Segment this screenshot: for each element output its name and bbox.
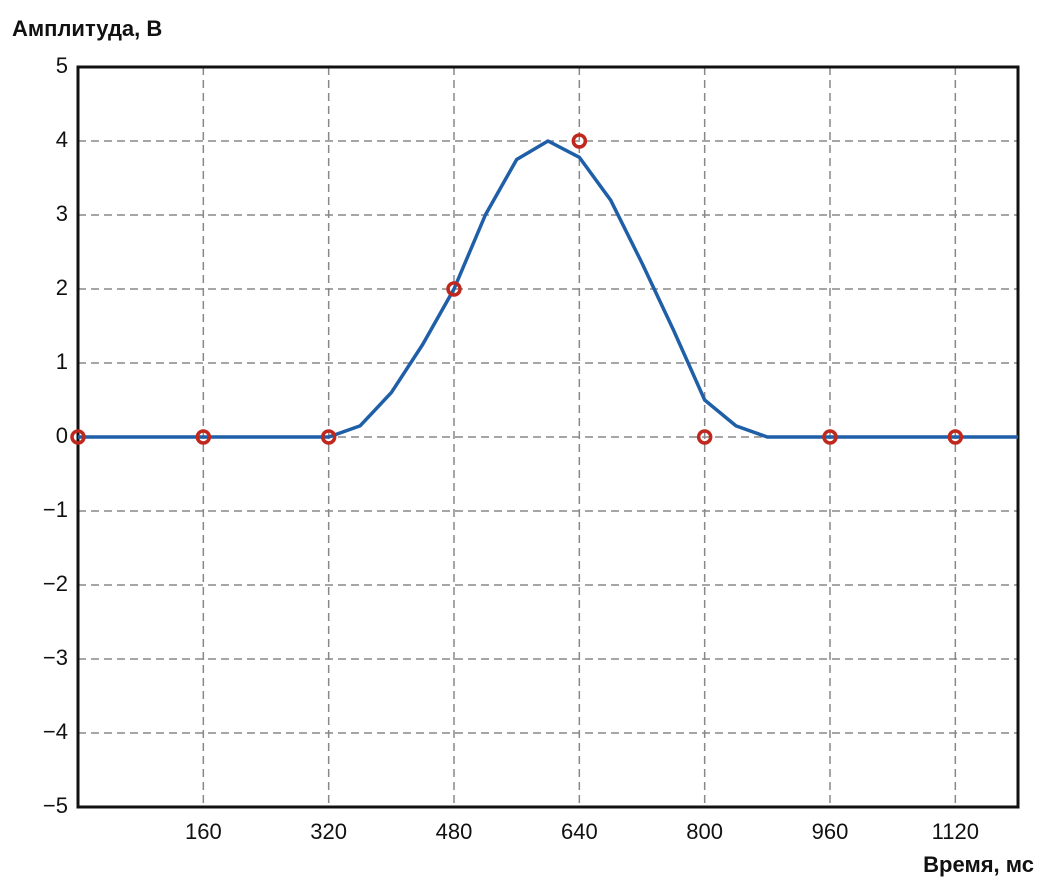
sample-marker — [696, 429, 713, 445]
sample-marker — [70, 429, 86, 445]
y-tick-label: −1 — [43, 497, 68, 522]
y-axis-title: Амплитуда, В — [12, 16, 162, 41]
y-tick-label: 0 — [56, 423, 68, 448]
x-tick-label: 640 — [561, 819, 598, 844]
y-tick-label: −4 — [43, 719, 68, 744]
x-tick-label: 480 — [436, 819, 473, 844]
x-tick-label: 960 — [812, 819, 849, 844]
x-tick-label: 1120 — [932, 819, 979, 844]
sample-marker — [947, 429, 964, 445]
y-tick-label: 1 — [56, 349, 68, 374]
x-axis-title: Время, мс — [923, 852, 1034, 877]
y-tick-label: −2 — [43, 571, 68, 596]
sample-marker — [446, 281, 462, 297]
sample-marker — [571, 133, 588, 149]
x-tick-label: 800 — [686, 819, 723, 844]
x-tick-label: 320 — [310, 819, 347, 844]
y-tick-label: 2 — [56, 275, 68, 300]
x-tick-label: 160 — [185, 819, 222, 844]
sample-marker — [822, 429, 838, 445]
y-tick-label: 4 — [56, 127, 68, 152]
sample-marker — [195, 429, 212, 445]
y-tick-label: −3 — [43, 645, 68, 670]
y-tick-label: 5 — [56, 53, 68, 78]
curve — [78, 139, 1018, 439]
y-tick-label: −5 — [43, 793, 68, 818]
y-tick-label: 3 — [56, 201, 68, 226]
sample-marker — [320, 429, 337, 445]
